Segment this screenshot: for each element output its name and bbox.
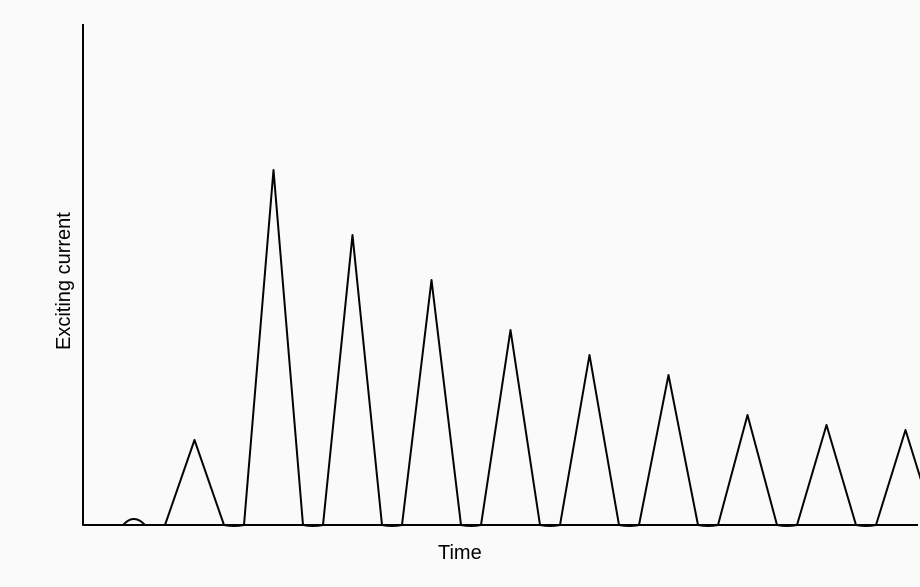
chart-container: Exciting current Time (0, 0, 920, 587)
x-axis-label: Time (438, 542, 482, 565)
exciting-current-trace (83, 170, 920, 526)
waveform-chart (0, 0, 920, 587)
y-axis-label: Exciting current (53, 212, 76, 350)
